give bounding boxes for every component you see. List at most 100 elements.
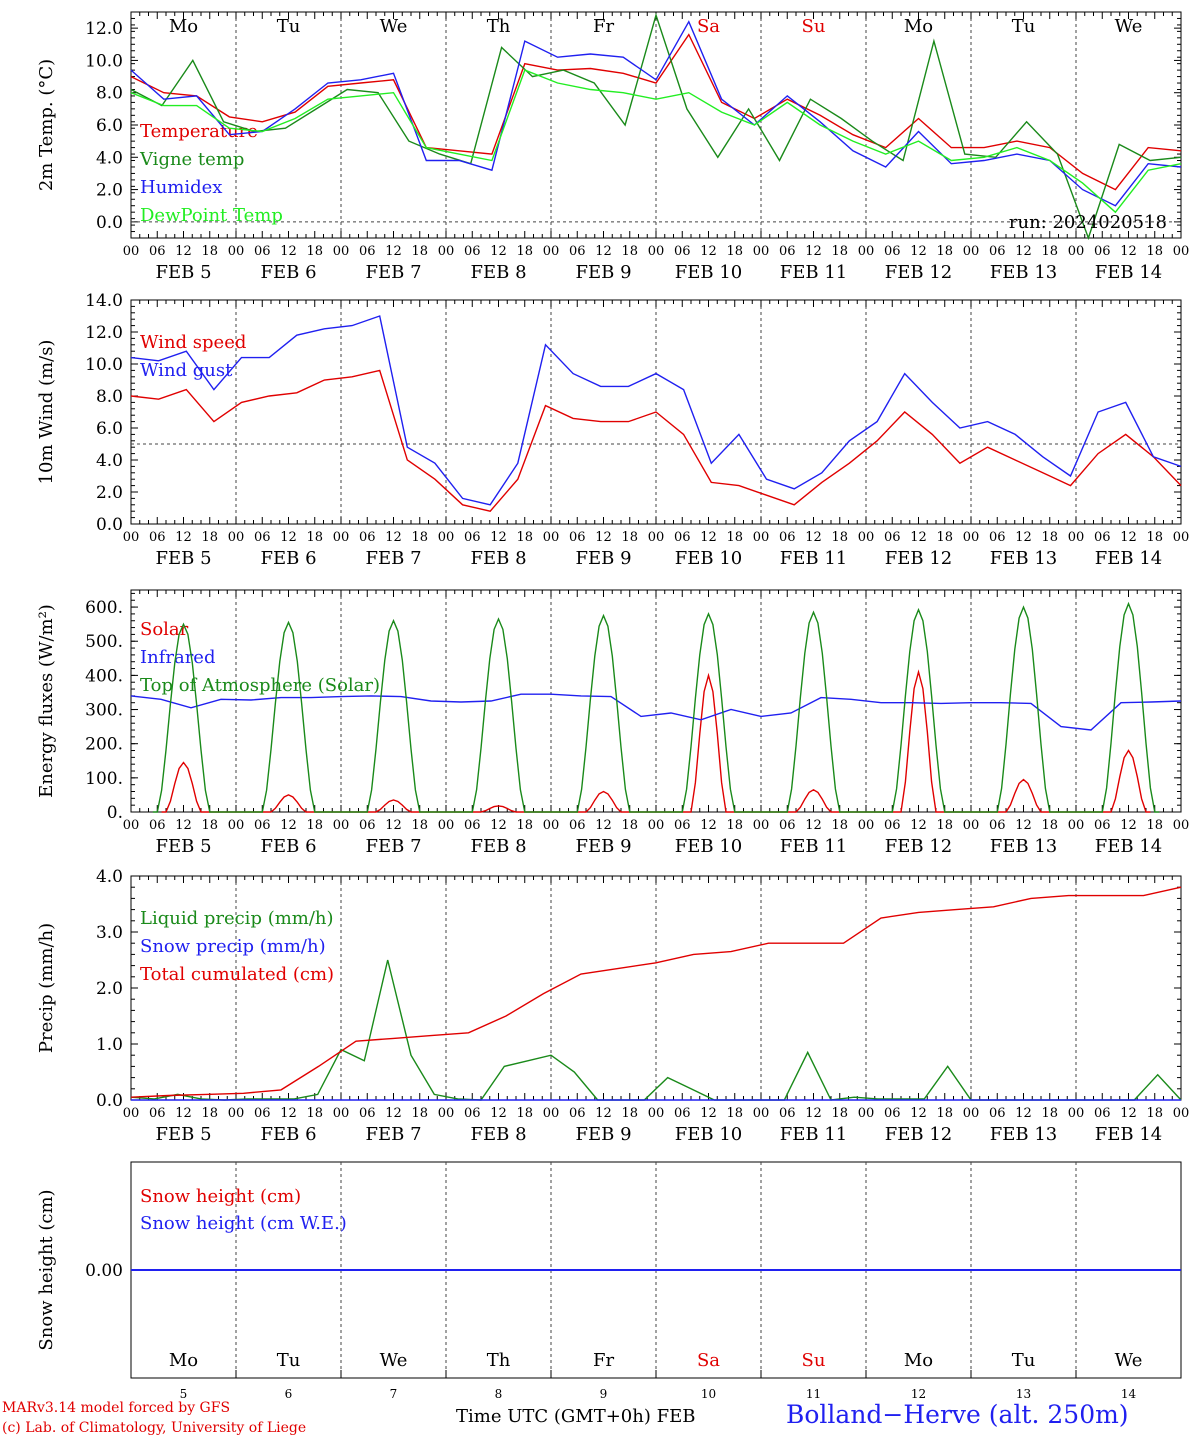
hour-tick-label: 00 — [1173, 244, 1190, 259]
weekday-label-bottom: We — [1115, 1350, 1143, 1371]
hour-tick-label: 00 — [228, 1106, 245, 1121]
weekday-label-bottom: Mo — [169, 1350, 198, 1371]
hour-tick-label: 12 — [385, 818, 402, 833]
hour-tick-label: 12 — [805, 818, 822, 833]
date-label: FEB 11 — [780, 548, 847, 569]
hour-tick-label: 12 — [490, 1106, 507, 1121]
hour-tick-label: 06 — [674, 244, 691, 259]
hour-tick-label: 00 — [858, 818, 875, 833]
hour-tick-label: 06 — [359, 818, 376, 833]
hour-tick-label: 18 — [1146, 1106, 1163, 1121]
hour-tick-label: 06 — [989, 1106, 1006, 1121]
date-label: FEB 10 — [675, 262, 742, 283]
hour-tick-label: 06 — [779, 244, 796, 259]
hour-tick-label: 18 — [201, 1106, 218, 1121]
hour-tick-label: 12 — [280, 530, 297, 545]
hour-tick-label: 06 — [464, 244, 481, 259]
hour-tick-label: 18 — [831, 244, 848, 259]
hour-tick-label: 12 — [175, 530, 192, 545]
precip-ytick-label: 0.0 — [96, 1091, 123, 1111]
date-label: FEB 6 — [260, 262, 316, 283]
hour-tick-label: 06 — [779, 818, 796, 833]
hour-tick-label: 00 — [123, 530, 140, 545]
hour-tick-label: 12 — [490, 530, 507, 545]
hour-tick-label: 12 — [1015, 818, 1032, 833]
snow-ytick-label: 0.00 — [85, 1261, 123, 1281]
hour-tick-label: 00 — [123, 818, 140, 833]
hour-tick-label: 18 — [936, 530, 953, 545]
hour-tick-label: 06 — [569, 530, 586, 545]
energy-ytick-label: 500. — [85, 632, 123, 652]
weekday-label-bottom: Sa — [697, 1350, 720, 1371]
hour-tick-label: 06 — [149, 530, 166, 545]
hour-tick-label: 18 — [1041, 530, 1058, 545]
hour-tick-label: 00 — [648, 244, 665, 259]
precip-ytick-label: 3.0 — [96, 923, 123, 943]
date-label: FEB 8 — [470, 548, 526, 569]
day-number-label: 7 — [390, 1387, 398, 1400]
date-label: FEB 10 — [675, 1124, 742, 1145]
precip-legend-1: Snow precip (mm/h) — [140, 936, 326, 957]
weekday-label: We — [1115, 16, 1143, 37]
date-label: FEB 9 — [575, 262, 631, 283]
hour-tick-label: 06 — [359, 244, 376, 259]
hour-tick-label: 00 — [858, 530, 875, 545]
temperature-ytick-label: 4.0 — [96, 148, 123, 168]
hour-tick-label: 12 — [1120, 1106, 1137, 1121]
hour-tick-label: 12 — [1120, 818, 1137, 833]
hour-tick-label: 00 — [1173, 530, 1190, 545]
temperature-ylabel: 2m Temp. (°C) — [36, 59, 57, 191]
wind-ytick-label: 10.0 — [85, 355, 123, 375]
weekday-label: Th — [487, 16, 511, 37]
hour-tick-label: 12 — [1015, 1106, 1032, 1121]
hour-tick-label: 00 — [438, 1106, 455, 1121]
hour-tick-label: 00 — [858, 1106, 875, 1121]
hour-tick-label: 06 — [569, 1106, 586, 1121]
day-number-label: 12 — [911, 1387, 926, 1400]
hour-tick-label: 06 — [254, 818, 271, 833]
hour-tick-label: 12 — [280, 818, 297, 833]
hour-tick-label: 12 — [595, 530, 612, 545]
day-number-label: 8 — [495, 1387, 503, 1400]
hour-tick-label: 12 — [910, 244, 927, 259]
temperature-series-1 — [130, 12, 1182, 241]
hour-tick-label: 06 — [149, 1106, 166, 1121]
hour-tick-label: 06 — [674, 1106, 691, 1121]
hour-tick-label: 18 — [726, 530, 743, 545]
hour-tick-label: 18 — [1146, 244, 1163, 259]
lab-credit: (c) Lab. of Climatology, University of L… — [2, 1420, 307, 1436]
hour-tick-label: 00 — [333, 818, 350, 833]
hour-tick-label: 00 — [543, 244, 560, 259]
hour-tick-label: 18 — [411, 1106, 428, 1121]
hour-tick-label: 06 — [1094, 530, 1111, 545]
hour-tick-label: 12 — [1120, 530, 1137, 545]
temperature-ytick-label: 6.0 — [96, 116, 123, 136]
hour-tick-label: 18 — [306, 530, 323, 545]
temperature-series-3 — [130, 69, 1182, 214]
date-label: FEB 5 — [155, 1124, 211, 1145]
hour-tick-label: 06 — [1094, 818, 1111, 833]
hour-tick-label: 12 — [385, 244, 402, 259]
hour-tick-label: 12 — [490, 818, 507, 833]
station-name: Bolland−Herve (alt. 250m) — [786, 1400, 1129, 1429]
hour-tick-label: 06 — [359, 530, 376, 545]
date-label: FEB 5 — [155, 548, 211, 569]
wind-ylabel: 10m Wind (m/s) — [36, 340, 57, 485]
precip-ylabel: Precip (mm/h) — [36, 923, 57, 1053]
temperature-series-2 — [130, 20, 1182, 207]
weekday-label-bottom: Mo — [904, 1350, 933, 1371]
weekday-label: Su — [802, 16, 826, 37]
energy-ytick-label: 0. — [107, 803, 123, 823]
hour-tick-label: 00 — [963, 818, 980, 833]
precip-ytick-label: 4.0 — [96, 867, 123, 887]
hour-tick-label: 18 — [831, 1106, 848, 1121]
weekday-label-bottom: We — [380, 1350, 408, 1371]
wind-ytick-label: 0.0 — [96, 515, 123, 535]
hour-tick-label: 18 — [621, 1106, 638, 1121]
hour-tick-label: 00 — [648, 530, 665, 545]
hour-tick-label: 12 — [700, 1106, 717, 1121]
weekday-label-bottom: Fr — [593, 1350, 614, 1371]
hour-tick-label: 18 — [201, 244, 218, 259]
temperature-ytick-label: 2.0 — [96, 181, 123, 201]
